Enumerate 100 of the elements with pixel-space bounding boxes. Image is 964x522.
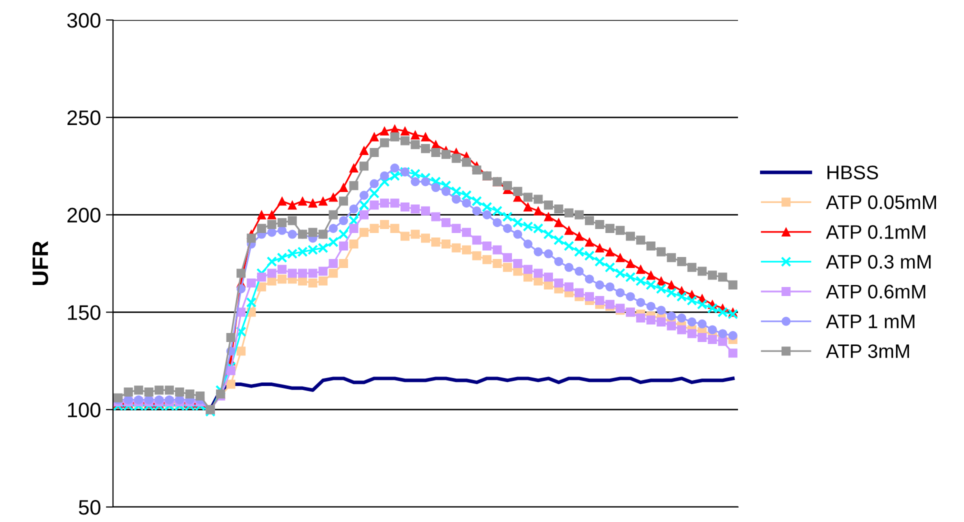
point bbox=[492, 218, 502, 228]
point bbox=[328, 268, 338, 278]
point bbox=[257, 210, 266, 220]
point bbox=[328, 224, 338, 233]
point bbox=[298, 196, 308, 206]
point bbox=[370, 132, 379, 142]
point bbox=[349, 204, 358, 214]
point bbox=[380, 126, 390, 136]
point bbox=[616, 288, 625, 298]
point bbox=[584, 238, 594, 247]
y-tick-label: 150 bbox=[68, 305, 100, 320]
legend-label: ATP 0.3 mM bbox=[826, 254, 931, 269]
point bbox=[656, 306, 666, 315]
point bbox=[626, 258, 635, 268]
y-tick-label: 200 bbox=[67, 208, 100, 223]
point bbox=[523, 240, 532, 249]
point bbox=[687, 317, 696, 326]
point bbox=[288, 230, 297, 239]
point bbox=[278, 274, 287, 284]
point bbox=[370, 179, 379, 188]
point bbox=[308, 278, 318, 288]
point bbox=[502, 262, 512, 272]
legend-label: ATP 3mM bbox=[826, 344, 909, 358]
point bbox=[339, 183, 348, 192]
point bbox=[677, 314, 686, 323]
point bbox=[349, 240, 358, 249]
point bbox=[360, 146, 369, 156]
point bbox=[646, 270, 656, 280]
point bbox=[574, 266, 584, 276]
y-tick-label: 300 bbox=[67, 13, 100, 28]
point bbox=[370, 224, 379, 233]
point bbox=[554, 257, 564, 266]
point bbox=[636, 264, 646, 274]
y-tick-label: 250 bbox=[67, 110, 100, 126]
point bbox=[420, 177, 430, 186]
point bbox=[534, 247, 543, 256]
point bbox=[708, 325, 717, 334]
point bbox=[462, 198, 471, 208]
point bbox=[441, 186, 451, 196]
point bbox=[472, 206, 482, 216]
y-tick-label: 100 bbox=[68, 402, 100, 418]
point bbox=[728, 331, 738, 340]
point bbox=[308, 198, 318, 208]
point bbox=[452, 194, 461, 204]
point bbox=[595, 243, 604, 252]
point bbox=[636, 298, 646, 307]
point bbox=[646, 302, 656, 311]
point bbox=[360, 228, 369, 237]
point bbox=[400, 232, 410, 241]
point bbox=[492, 258, 502, 268]
point bbox=[360, 190, 369, 200]
point bbox=[605, 247, 614, 256]
legend-label: ATP 0.05mM bbox=[826, 195, 936, 210]
point bbox=[410, 177, 420, 186]
legend-label: ATP 0.1mM bbox=[826, 225, 926, 239]
point bbox=[564, 262, 574, 272]
point bbox=[452, 243, 461, 252]
point bbox=[328, 192, 338, 202]
point bbox=[554, 218, 564, 228]
point bbox=[226, 380, 236, 389]
point bbox=[462, 245, 471, 254]
point bbox=[482, 255, 492, 264]
point bbox=[574, 232, 584, 241]
point bbox=[441, 240, 451, 249]
point bbox=[666, 280, 676, 290]
point bbox=[584, 274, 594, 284]
point bbox=[605, 282, 614, 292]
point bbox=[482, 210, 492, 220]
point bbox=[420, 132, 430, 142]
point bbox=[390, 164, 400, 173]
point bbox=[318, 196, 328, 206]
point bbox=[534, 206, 543, 216]
point bbox=[257, 282, 266, 292]
point bbox=[513, 230, 522, 239]
point bbox=[431, 183, 440, 192]
point bbox=[400, 126, 410, 136]
point bbox=[339, 216, 348, 226]
point bbox=[278, 196, 287, 206]
point bbox=[390, 224, 400, 233]
legend-label: ATP 0.6mM bbox=[826, 284, 926, 299]
point bbox=[502, 224, 512, 233]
point bbox=[410, 130, 420, 140]
point bbox=[349, 164, 358, 173]
point bbox=[544, 212, 553, 222]
point bbox=[595, 280, 604, 290]
point bbox=[523, 202, 532, 212]
point bbox=[380, 220, 390, 230]
y-tick-label: 50 bbox=[78, 500, 100, 515]
point bbox=[318, 276, 328, 286]
point bbox=[288, 200, 297, 210]
point bbox=[236, 346, 246, 356]
point bbox=[420, 234, 430, 243]
point bbox=[626, 292, 635, 302]
point bbox=[410, 230, 420, 239]
legend-label: HBSS bbox=[828, 166, 878, 180]
point bbox=[380, 171, 390, 180]
point bbox=[544, 249, 553, 258]
y-axis-title: UFR bbox=[32, 241, 48, 285]
point bbox=[666, 312, 676, 321]
legend-label: ATP 1 mM bbox=[826, 314, 914, 328]
